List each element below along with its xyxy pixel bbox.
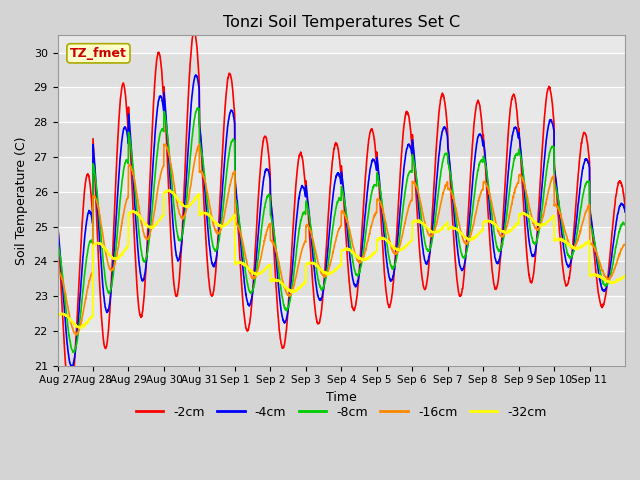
-32cm: [545, 218, 552, 224]
-16cm: [111, 263, 118, 269]
-2cm: [621, 203, 629, 208]
Line: -8cm: -8cm: [58, 108, 625, 352]
-16cm: [54, 269, 61, 275]
-32cm: [111, 255, 118, 261]
-4cm: [111, 243, 118, 249]
-2cm: [513, 106, 520, 112]
-4cm: [513, 126, 520, 132]
-32cm: [76, 325, 84, 331]
-16cm: [72, 332, 79, 338]
Text: TZ_fmet: TZ_fmet: [70, 47, 127, 60]
-8cm: [545, 155, 552, 161]
-2cm: [545, 85, 552, 91]
-4cm: [234, 198, 241, 204]
-2cm: [614, 184, 621, 190]
-32cm: [376, 236, 383, 241]
-2cm: [234, 208, 241, 214]
-8cm: [234, 204, 241, 210]
-8cm: [69, 349, 77, 355]
Line: -4cm: -4cm: [58, 75, 625, 367]
Line: -16cm: -16cm: [58, 144, 625, 335]
-8cm: [54, 240, 61, 246]
-4cm: [192, 72, 200, 78]
-4cm: [614, 212, 621, 218]
Bar: [58, 192, 625, 227]
-16cm: [545, 187, 552, 193]
Bar: [58, 261, 625, 296]
-2cm: [376, 197, 383, 203]
-2cm: [111, 210, 118, 216]
-2cm: [54, 216, 61, 222]
-32cm: [621, 273, 629, 279]
Bar: [58, 122, 625, 157]
-32cm: [54, 313, 61, 319]
-4cm: [54, 222, 61, 228]
-8cm: [513, 151, 520, 157]
-16cm: [513, 184, 520, 190]
-8cm: [621, 222, 629, 228]
-4cm: [545, 122, 552, 128]
Line: -2cm: -2cm: [58, 32, 625, 397]
-16cm: [234, 222, 241, 228]
-8cm: [193, 105, 201, 111]
-8cm: [111, 261, 118, 267]
-2cm: [190, 29, 198, 35]
-4cm: [376, 182, 383, 188]
-8cm: [376, 184, 383, 190]
Legend: -2cm, -4cm, -8cm, -16cm, -32cm: -2cm, -4cm, -8cm, -16cm, -32cm: [131, 401, 552, 424]
-16cm: [621, 242, 629, 248]
-16cm: [376, 198, 383, 204]
-32cm: [614, 277, 621, 283]
Title: Tonzi Soil Temperatures Set C: Tonzi Soil Temperatures Set C: [223, 15, 460, 30]
-8cm: [614, 236, 621, 242]
-32cm: [513, 221, 520, 227]
Bar: [58, 331, 625, 366]
-2cm: [66, 395, 74, 400]
Bar: [58, 53, 625, 87]
X-axis label: Time: Time: [326, 391, 356, 404]
-16cm: [614, 257, 621, 263]
-4cm: [621, 209, 629, 215]
Line: -32cm: -32cm: [58, 190, 625, 328]
-32cm: [234, 260, 241, 265]
Y-axis label: Soil Temperature (C): Soil Temperature (C): [15, 136, 28, 264]
-16cm: [195, 141, 203, 147]
-32cm: [166, 187, 173, 193]
-4cm: [68, 364, 76, 370]
